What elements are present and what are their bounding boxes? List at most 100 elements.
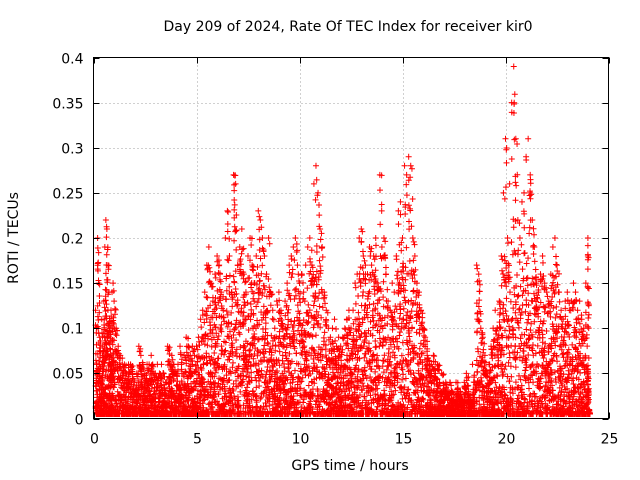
data-point <box>382 264 389 271</box>
data-point <box>372 242 379 249</box>
data-point <box>114 353 121 360</box>
data-point <box>251 331 258 338</box>
data-point <box>316 212 323 219</box>
data-point <box>138 384 145 391</box>
data-point <box>102 297 109 304</box>
data-point <box>94 266 101 273</box>
data-point <box>384 286 391 293</box>
data-point <box>103 251 110 258</box>
data-point <box>282 349 289 356</box>
data-point <box>213 314 220 321</box>
data-point <box>103 276 110 283</box>
data-point <box>419 314 426 321</box>
data-point <box>231 187 238 194</box>
data-point <box>231 196 238 203</box>
data-point <box>257 216 264 223</box>
data-point <box>278 316 285 323</box>
data-point <box>111 381 118 388</box>
data-point <box>304 244 311 251</box>
data-point <box>110 320 117 327</box>
data-point <box>137 345 144 352</box>
data-point <box>300 289 307 296</box>
data-point <box>225 209 232 216</box>
data-point <box>225 257 232 264</box>
data-point <box>407 367 414 374</box>
data-point <box>96 293 103 300</box>
data-point <box>260 247 267 254</box>
data-point <box>289 266 296 273</box>
data-point <box>111 337 118 344</box>
data-point <box>321 329 328 336</box>
data-point <box>312 162 319 169</box>
data-point <box>262 320 269 327</box>
data-point <box>111 298 118 305</box>
data-point <box>378 201 385 208</box>
data-point <box>111 311 118 318</box>
data-point <box>158 361 165 368</box>
data-point <box>367 248 374 255</box>
data-point <box>397 198 404 205</box>
data-point <box>198 324 205 331</box>
data-point <box>413 329 420 336</box>
data-point <box>94 245 101 252</box>
data-point <box>142 389 149 396</box>
data-point <box>216 271 223 278</box>
data-point <box>135 377 142 384</box>
data-point <box>312 332 319 339</box>
data-point <box>226 272 233 279</box>
data-point <box>231 279 238 286</box>
data-point <box>119 355 126 362</box>
data-point <box>96 309 103 316</box>
data-point <box>291 367 298 374</box>
data-point <box>110 280 117 287</box>
data-point <box>270 364 277 371</box>
data-point <box>247 301 254 308</box>
data-point <box>140 365 147 372</box>
data-point <box>248 242 255 249</box>
data-point <box>224 221 231 228</box>
data-point <box>382 238 389 245</box>
data-point <box>310 302 317 309</box>
data-point <box>378 244 385 251</box>
data-point <box>396 315 403 322</box>
data-point <box>224 207 231 214</box>
data-point <box>218 321 225 328</box>
data-point <box>352 280 359 287</box>
data-point <box>304 285 311 292</box>
data-point <box>358 225 365 232</box>
data-point <box>300 344 307 351</box>
data-point <box>229 303 236 310</box>
data-point <box>94 313 101 320</box>
data-point <box>101 324 108 331</box>
data-point <box>333 326 340 333</box>
data-point <box>205 244 212 251</box>
data-point <box>310 180 317 187</box>
data-point <box>103 301 110 308</box>
data-point <box>329 325 336 332</box>
data-point <box>105 266 112 273</box>
data-point <box>110 351 117 358</box>
data-point <box>129 362 136 369</box>
data-point <box>128 363 135 370</box>
data-point <box>166 358 173 365</box>
data-point <box>250 267 257 274</box>
data-point <box>355 309 362 316</box>
data-point <box>101 360 108 367</box>
data-point <box>103 234 110 241</box>
data-point <box>102 270 109 277</box>
data-point <box>409 235 416 241</box>
data-point <box>294 262 301 269</box>
data-point <box>269 315 276 322</box>
data-point <box>410 288 417 295</box>
data-point <box>299 374 306 381</box>
data-point <box>238 225 245 232</box>
data-point <box>401 162 408 169</box>
data-point <box>372 368 379 375</box>
data-point <box>270 316 277 323</box>
data-point <box>306 235 313 241</box>
data-point <box>292 235 299 241</box>
data-point <box>308 247 315 254</box>
data-point <box>425 384 432 391</box>
data-point <box>208 283 215 290</box>
data-point <box>401 294 408 301</box>
